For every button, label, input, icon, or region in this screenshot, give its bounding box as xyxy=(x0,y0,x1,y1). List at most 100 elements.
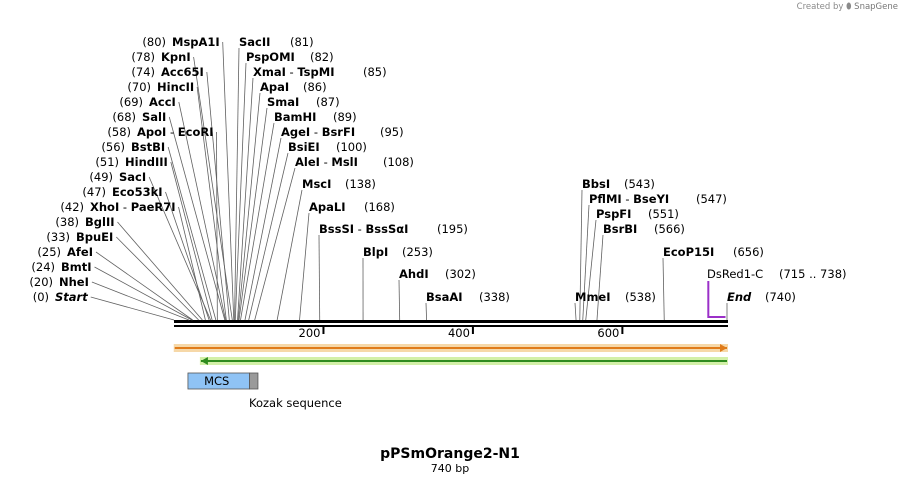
mcs-feature[interactable]: MCS xyxy=(187,372,250,390)
site-leader-line xyxy=(116,236,199,321)
site-bsiei[interactable]: BsiEI (100) xyxy=(288,140,367,154)
site-location: (253) xyxy=(402,245,433,259)
site-sali[interactable]: SalI (68) xyxy=(112,110,166,124)
site-label: Start xyxy=(55,290,88,304)
site-hincii[interactable]: HincII (70) xyxy=(127,80,194,94)
site-msci[interactable]: MscI (138) xyxy=(302,177,376,191)
orange-arrow[interactable] xyxy=(173,344,728,352)
site-bamhi[interactable]: BamHI (89) xyxy=(274,110,357,124)
site-sacii[interactable]: SacII (81) xyxy=(239,35,314,49)
site-leader-line xyxy=(299,212,310,321)
site-label: SacII xyxy=(239,35,270,49)
site-label: KpnI xyxy=(161,50,191,64)
site-label: End xyxy=(727,290,752,304)
site-xhoi[interactable]: XhoI - PaeR7I (42) xyxy=(60,200,175,214)
site-label: BsrBI xyxy=(603,222,637,236)
site-kpni[interactable]: KpnI (78) xyxy=(131,50,190,64)
site-leader-line xyxy=(579,189,583,321)
site-location: (87) xyxy=(316,95,340,109)
site-leader-line xyxy=(94,266,193,321)
site-label: MmeI xyxy=(575,290,611,304)
site-leader-line xyxy=(240,122,275,321)
site-bsrbi[interactable]: BsrBI (566) xyxy=(603,222,685,236)
site-mspa1i[interactable]: MspA1I (80) xyxy=(142,35,219,49)
site-location: (80) xyxy=(142,35,166,49)
site-bstbi[interactable]: BstBI (56) xyxy=(101,140,165,154)
site-label: AhdI xyxy=(399,267,429,281)
site-leader-line xyxy=(196,86,227,321)
site-label: NheI xyxy=(59,275,89,289)
site-label: EcoP15I xyxy=(663,245,714,259)
site-leader-line xyxy=(117,221,203,321)
site-label: ApaLI xyxy=(309,200,346,214)
site-bsaai[interactable]: BsaAI (338) xyxy=(426,290,510,304)
site-pspomi[interactable]: PspOMI (82) xyxy=(246,50,334,64)
site-label: MspA1I xyxy=(172,35,220,49)
features xyxy=(173,344,728,365)
site-location: (302) xyxy=(445,267,476,281)
site-label: PspFI xyxy=(596,207,631,221)
site-acci[interactable]: AccI (69) xyxy=(119,95,175,109)
site-agei[interactable]: AgeI - BsrFI (95) xyxy=(281,125,404,139)
site-mmei[interactable]: MmeI (538) xyxy=(575,290,656,304)
site-bbsi[interactable]: BbsI (543) xyxy=(582,177,655,191)
site-ahdi[interactable]: AhdI (302) xyxy=(399,267,476,281)
site-alei[interactable]: AleI - MslI (108) xyxy=(295,155,414,169)
site-acc65i[interactable]: Acc65I (74) xyxy=(131,65,203,79)
site-leader-line xyxy=(248,152,289,321)
site-pspfi[interactable]: PspFI (551) xyxy=(596,207,679,221)
site-leader-line xyxy=(596,234,604,321)
site-xmai[interactable]: XmaI - TspMI (85) xyxy=(253,65,387,79)
site-location: (33) xyxy=(46,230,70,244)
site-hindiii[interactable]: HindIII (51) xyxy=(95,155,167,169)
site-leader-line xyxy=(178,206,206,321)
site-location: (25) xyxy=(37,245,61,259)
site-saci[interactable]: SacI (49) xyxy=(89,170,146,184)
site-label: BpuEI xyxy=(76,230,113,244)
site-nhei[interactable]: NheI (20) xyxy=(29,275,89,289)
site-leader-line xyxy=(234,62,247,321)
site-label: BsaAI xyxy=(426,290,463,304)
site-label: PspOMI xyxy=(246,50,295,64)
arrow-head xyxy=(720,344,727,352)
sequence-backbone xyxy=(174,320,728,327)
site-location: (551) xyxy=(648,207,679,221)
site-label: BssSI - BssSαI xyxy=(319,222,408,236)
primer-range: (715 .. 738) xyxy=(779,267,847,281)
site-location: (338) xyxy=(479,290,510,304)
site-location: (85) xyxy=(363,65,387,79)
site-leader-line xyxy=(167,146,217,321)
site-leader-line xyxy=(178,101,226,321)
site-bglii[interactable]: BglII (38) xyxy=(55,215,114,229)
site-leader-line xyxy=(238,107,268,321)
site-location: (81) xyxy=(290,35,314,49)
primer-dsred1-c[interactable]: DsRed1-C (715 .. 738) xyxy=(707,267,847,318)
primer-name: DsRed1-C xyxy=(707,267,763,281)
site-end[interactable]: End (740) xyxy=(727,290,796,304)
site-labels: MspA1I (80)KpnI (78) Acc65I (74)HincII (70)Ac… xyxy=(29,35,796,304)
site-eco53ki[interactable]: Eco53kI (47) xyxy=(82,185,162,199)
site-smai[interactable]: SmaI (87) xyxy=(267,95,340,109)
site-leader-line xyxy=(91,281,190,321)
site-start[interactable]: Start (0) xyxy=(33,290,89,304)
site-ecop15i[interactable]: EcoP15I (656) xyxy=(663,245,764,259)
site-leader-line xyxy=(170,161,213,321)
site-blpi[interactable]: BlpI (253) xyxy=(363,245,433,259)
site-leader-line xyxy=(574,302,577,321)
site-location: (47) xyxy=(82,185,106,199)
site-bmti[interactable]: BmtI (24) xyxy=(31,260,91,274)
kozak-feature[interactable]: Kozak sequence xyxy=(249,372,342,410)
map-length: 740 bp xyxy=(431,462,469,475)
site-bpuei[interactable]: BpuEI (33) xyxy=(46,230,113,244)
site-apoi[interactable]: ApoI - EcoRI (58) xyxy=(107,125,213,139)
site-apai[interactable]: ApaI (86) xyxy=(260,80,327,94)
site-bsssi[interactable]: BssSI - BssSαI (195) xyxy=(319,222,468,236)
site-label: AgeI - BsrFI xyxy=(281,125,355,139)
site-location: (538) xyxy=(625,290,656,304)
site-pflmi[interactable]: PflMI - BseYI (547) xyxy=(589,192,727,206)
green-arrow[interactable] xyxy=(199,357,728,365)
site-afei[interactable]: AfeI (25) xyxy=(37,245,93,259)
site-apali[interactable]: ApaLI (168) xyxy=(309,200,395,214)
site-location: (49) xyxy=(89,170,113,184)
site-location: (86) xyxy=(303,80,327,94)
